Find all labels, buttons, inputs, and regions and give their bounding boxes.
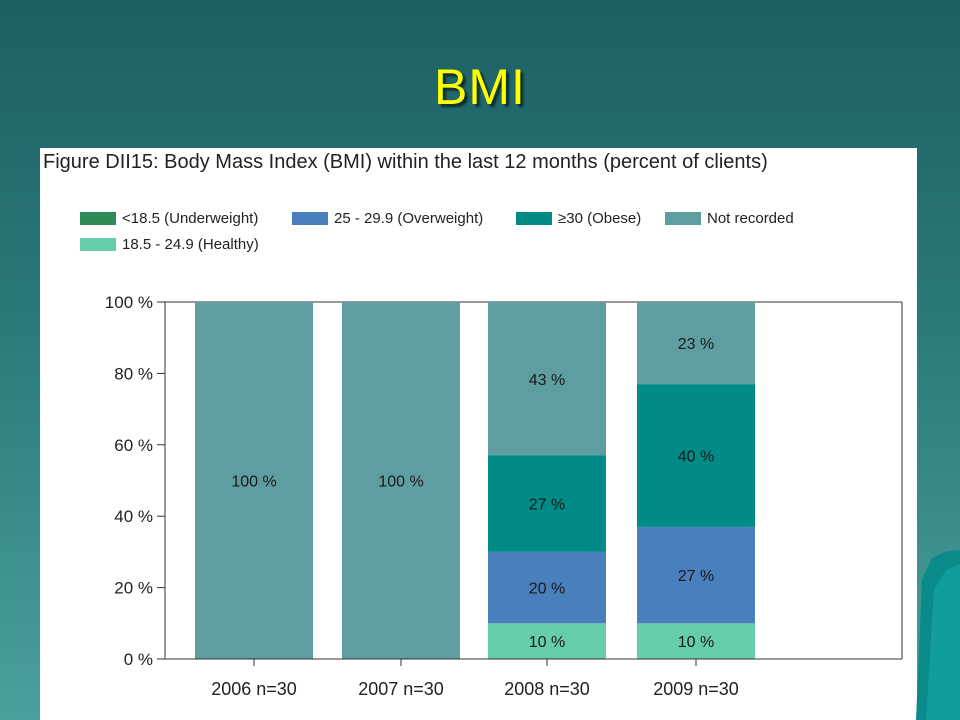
legend-swatch-healthy [80,238,116,251]
y-tick-label: 60 % [114,436,153,455]
mountain-decoration [916,550,960,720]
bar-segment [488,623,606,659]
data-label: 20 % [529,581,565,598]
legend-label-obese: ≥30 (Obese) [558,210,642,227]
slide-title: BMI [434,59,526,115]
y-tick-label: 40 % [114,507,153,526]
legend-label-underweight: <18.5 (Underweight) [122,210,259,227]
x-tick-label: 2006 n=30 [211,679,297,699]
data-label: 27 % [678,568,714,585]
legend-label-not-recorded: Not recorded [707,210,794,227]
bar-segment [342,302,460,659]
data-label: 27 % [529,497,565,514]
x-tick-label: 2009 n=30 [653,679,739,699]
bar-segment [637,623,755,659]
figure-panel: Figure DII15: Body Mass Index (BMI) with… [40,148,917,720]
x-tick-label: 2008 n=30 [504,679,590,699]
legend-item-underweight: <18.5 (Underweight) [80,210,258,227]
legend-item-obese: ≥30 (Obese) [516,210,641,227]
data-label: 100 % [378,474,423,491]
y-tick-label: 0 % [124,650,153,669]
legend-label-healthy: 18.5 - 24.9 (Healthy) [122,236,259,253]
y-tick-label: 100 % [105,293,153,312]
data-label: 43 % [529,372,565,389]
bar-segment [488,551,606,624]
bar-segment [488,455,606,552]
figure-caption: Figure DII15: Body Mass Index (BMI) with… [43,151,768,173]
bar-segment [637,302,755,385]
legend-swatch-overweight [292,212,328,225]
bar-segment [637,384,755,527]
legend-item-overweight: 25 - 29.9 (Overweight) [292,210,483,227]
legend-swatch-not-recorded [665,212,701,225]
data-label: 23 % [678,336,714,353]
bar-segment [488,302,606,456]
bmi-stacked-bar-chart: 100 % 2006 n=30 100 % 2007 n=30 10 % 20 % 27 %… [105,293,903,699]
data-label: 10 % [529,634,565,651]
legend-swatch-underweight [80,212,116,225]
x-tick-label: 2007 n=30 [358,679,444,699]
legend-item-not-recorded: Not recorded [665,210,794,227]
data-label: 10 % [678,634,714,651]
legend-item-healthy: 18.5 - 24.9 (Healthy) [80,236,259,253]
data-label: 40 % [678,449,714,466]
data-label: 100 % [231,474,276,491]
bar-segment [195,302,313,659]
bar-segment [637,526,755,624]
y-tick-label: 80 % [114,364,153,383]
legend-swatch-obese [516,212,552,225]
y-tick-label: 20 % [114,579,153,598]
legend-label-overweight: 25 - 29.9 (Overweight) [334,210,484,227]
